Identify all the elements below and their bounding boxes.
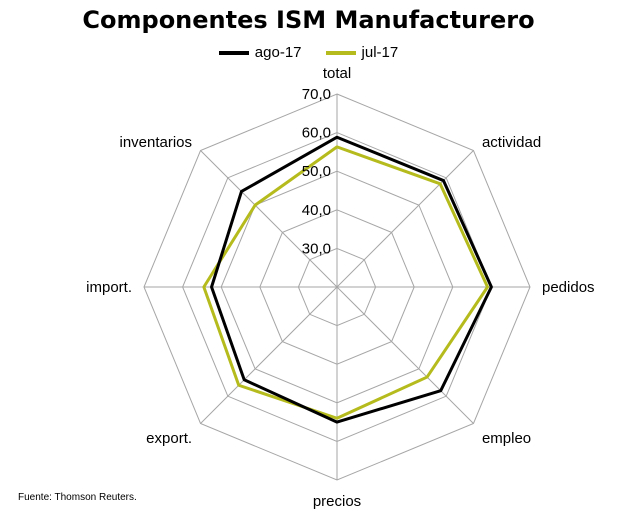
tick-label-0: 30,0 [302,240,331,257]
grid-spoke-5 [200,286,338,424]
legend-swatch-ago-17 [218,50,249,55]
legend-label-ago-17: ago-17 [254,44,302,61]
category-label-inventarios: inventarios [119,134,192,151]
category-label-empleo: empleo [482,430,531,447]
tick-label-3: 60,0 [302,125,331,142]
legend: ago-17 jul-17 [0,44,617,61]
legend-item-ago-17: ago-17 [218,44,302,61]
grid-spoke-1 [336,150,474,288]
source-note: Fuente: Thomson Reuters. [18,492,137,503]
legend-swatch-jul-17 [325,50,356,55]
grid-spoke-7 [200,150,338,288]
category-label-pedidos: pedidos [542,279,595,296]
category-label-export: export. [146,430,192,447]
category-label-precios: precios [313,493,361,510]
category-label-total: total [323,65,351,82]
legend-label-jul-17: jul-17 [361,44,399,61]
category-label-import: import. [86,279,132,296]
chart-title: Componentes ISM Manufacturero [82,6,535,34]
legend-item-jul-17: jul-17 [325,44,399,61]
category-label-actividad: actividad [482,134,541,151]
grid-spoke-3 [336,286,474,424]
tick-label-4: 70,0 [302,86,331,103]
tick-label-2: 50,0 [302,163,331,180]
tick-label-1: 40,0 [302,202,331,219]
